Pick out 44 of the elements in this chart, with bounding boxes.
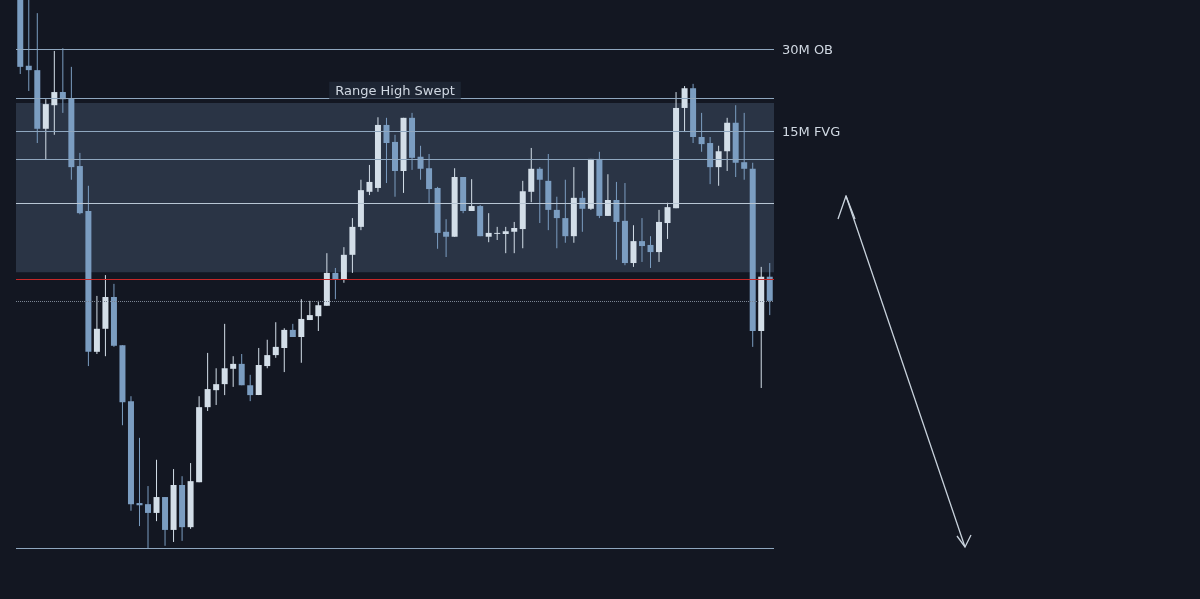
candlestick [145, 485, 152, 549]
candlestick [468, 178, 475, 212]
candlestick [638, 217, 645, 263]
candlestick [715, 145, 722, 187]
candlestick [230, 355, 237, 388]
candlestick [315, 300, 322, 332]
candlestick [238, 353, 245, 386]
candlestick [204, 352, 211, 412]
candlestick [562, 179, 569, 244]
candlestick [528, 147, 535, 203]
candlestick [664, 202, 671, 240]
candlestick [536, 166, 543, 224]
ref-line-label: Range High Swept [335, 82, 455, 98]
candlestick [511, 221, 518, 254]
candlestick [604, 173, 611, 217]
candlestick [213, 367, 220, 406]
candlestick [366, 164, 373, 196]
candlestick [741, 112, 748, 181]
candlestick [221, 323, 228, 396]
candlestick [298, 298, 305, 364]
ref-line-label: 15M FVG [782, 124, 841, 140]
candlestick [247, 374, 254, 402]
candlestick [647, 235, 654, 269]
candlestick [485, 212, 492, 243]
candlestick [443, 218, 450, 258]
ref-line-label: 30M OB [782, 41, 834, 57]
candlestick [681, 85, 688, 133]
candlestick [264, 339, 271, 369]
candlestick [272, 321, 279, 359]
candlestick [51, 50, 58, 136]
candlestick [494, 226, 501, 241]
candlestick [502, 226, 509, 254]
candlestick [698, 112, 705, 153]
candlestick [136, 437, 143, 527]
candlestick [553, 196, 560, 249]
candlestick [630, 224, 637, 268]
candlestick [25, 0, 32, 92]
candlestick [383, 117, 390, 184]
candlestick [426, 153, 433, 205]
candlestick [281, 327, 288, 373]
candlestick [93, 295, 100, 355]
candlestick [579, 190, 586, 233]
candlestick [613, 181, 620, 261]
candlestick [153, 459, 160, 522]
